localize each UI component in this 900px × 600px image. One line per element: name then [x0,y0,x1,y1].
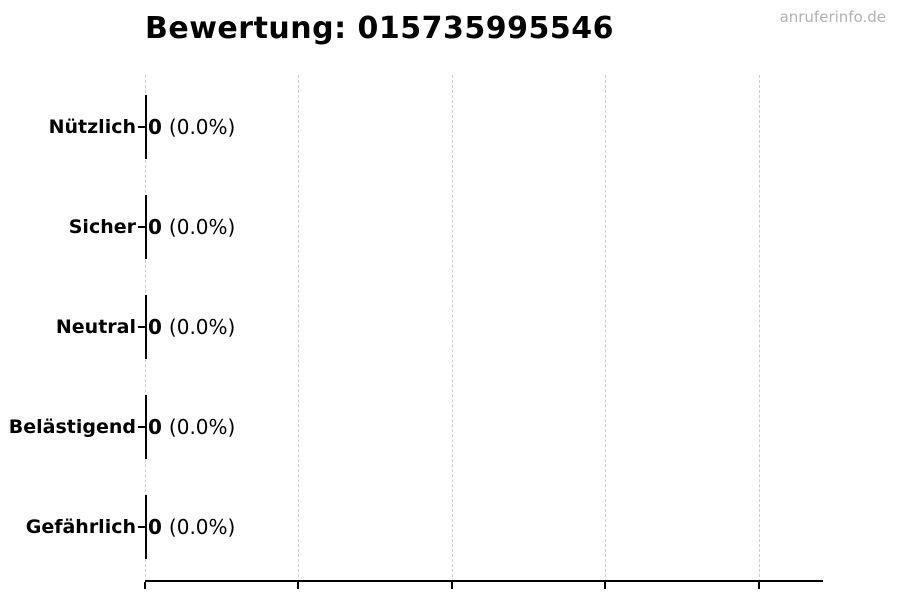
gridline [298,75,299,582]
bar-row: Sicher 0 (0.0%) [0,177,900,277]
gridline [452,75,453,582]
x-axis-tick [604,582,606,589]
x-axis-tick [144,582,146,589]
zero-value-bar [145,495,147,559]
y-axis-tick [138,426,146,428]
value-percent: (0.0%) [168,115,236,139]
y-axis-tick [138,326,146,328]
y-axis-tick [138,226,146,228]
value-count: 0 [148,515,162,539]
bar-row: Neutral 0 (0.0%) [0,277,900,377]
value-label: 0 (0.0%) [148,513,235,541]
value-count: 0 [148,115,162,139]
value-count: 0 [148,415,162,439]
value-percent: (0.0%) [168,215,236,239]
value-percent: (0.0%) [168,515,236,539]
category-label: Sicher [68,216,136,238]
watermark-text: anruferinfo.de [779,8,886,26]
value-label: 0 (0.0%) [148,313,235,341]
y-axis-tick [138,126,146,128]
y-axis-tick [138,526,146,528]
category-label: Nützlich [48,116,136,138]
zero-value-bar [145,295,147,359]
bar-row: Nützlich 0 (0.0%) [0,77,900,177]
category-label: Neutral [55,316,136,338]
value-label: 0 (0.0%) [148,413,235,441]
zero-value-bar [145,195,147,259]
value-percent: (0.0%) [168,315,236,339]
value-percent: (0.0%) [168,415,236,439]
value-label: 0 (0.0%) [148,213,235,241]
zero-value-bar [145,395,147,459]
value-count: 0 [148,215,162,239]
bar-row: Belästigend 0 (0.0%) [0,377,900,477]
bar-row: Gefährlich 0 (0.0%) [0,477,900,577]
x-axis-tick [758,582,760,589]
gridline [605,75,606,582]
zero-value-bar [145,95,147,159]
x-axis-line [145,580,823,582]
category-label: Belästigend [8,416,136,438]
chart-title: Bewertung: 015735995546 [145,11,615,46]
x-axis-tick [451,582,453,589]
x-axis-tick [297,582,299,589]
category-label: Gefährlich [25,516,136,538]
value-label: 0 (0.0%) [148,113,235,141]
gridline [759,75,760,582]
value-count: 0 [148,315,162,339]
